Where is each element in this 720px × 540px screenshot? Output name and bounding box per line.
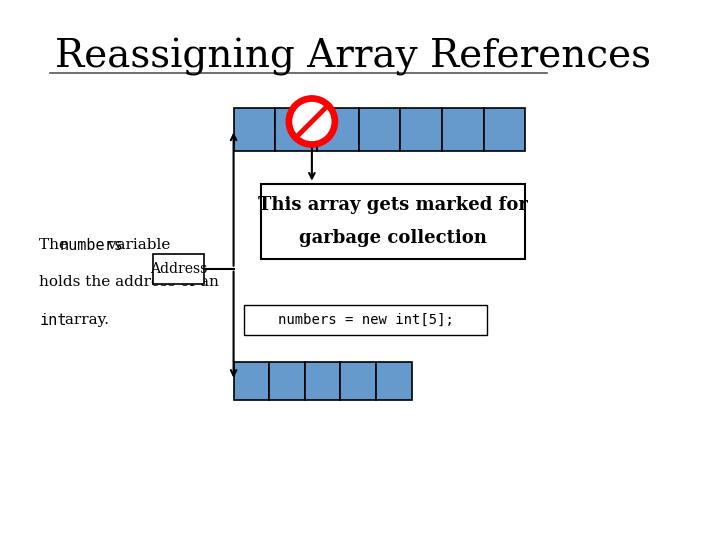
FancyBboxPatch shape bbox=[484, 108, 525, 151]
FancyBboxPatch shape bbox=[341, 362, 376, 400]
Text: numbers: numbers bbox=[60, 238, 124, 253]
FancyBboxPatch shape bbox=[442, 108, 484, 151]
FancyBboxPatch shape bbox=[153, 254, 204, 284]
Text: Reassigning Array References: Reassigning Array References bbox=[55, 38, 652, 76]
Circle shape bbox=[293, 103, 330, 140]
FancyBboxPatch shape bbox=[376, 362, 412, 400]
FancyBboxPatch shape bbox=[269, 362, 305, 400]
Text: variable: variable bbox=[103, 238, 170, 252]
FancyBboxPatch shape bbox=[244, 305, 487, 335]
Text: numbers = new int[5];: numbers = new int[5]; bbox=[278, 313, 454, 327]
Circle shape bbox=[287, 97, 336, 146]
Text: array.: array. bbox=[60, 313, 109, 327]
Text: int: int bbox=[39, 313, 66, 328]
Text: This array gets marked for: This array gets marked for bbox=[258, 196, 528, 214]
FancyBboxPatch shape bbox=[261, 184, 525, 259]
Text: Address: Address bbox=[150, 262, 207, 275]
FancyBboxPatch shape bbox=[359, 108, 400, 151]
Text: The: The bbox=[39, 238, 73, 252]
FancyBboxPatch shape bbox=[317, 108, 359, 151]
FancyBboxPatch shape bbox=[275, 108, 317, 151]
Text: garbage collection: garbage collection bbox=[299, 229, 487, 247]
FancyBboxPatch shape bbox=[233, 362, 269, 400]
FancyBboxPatch shape bbox=[400, 108, 442, 151]
FancyBboxPatch shape bbox=[233, 108, 275, 151]
Text: holds the address of an: holds the address of an bbox=[39, 275, 219, 289]
FancyBboxPatch shape bbox=[305, 362, 341, 400]
